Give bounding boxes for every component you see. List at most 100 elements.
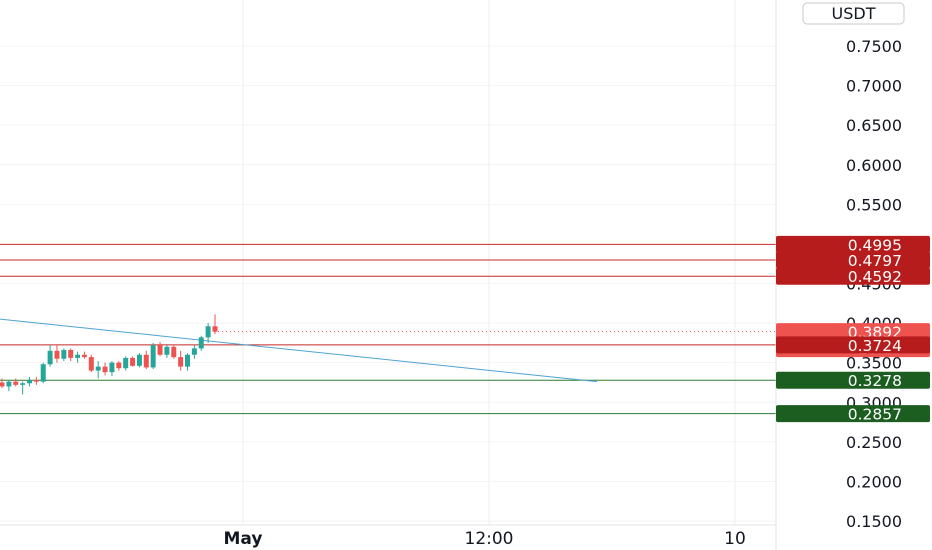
candle-body: [116, 362, 122, 369]
candle-body: [68, 350, 74, 358]
candle-body: [26, 380, 32, 384]
candle-bullish: [150, 342, 156, 369]
price-badge: 0.2857: [776, 405, 930, 424]
candle-body: [143, 354, 149, 368]
candle-bearish: [33, 376, 39, 385]
price-badges: 0.49950.47970.45920.37240.32780.28570.38…: [776, 235, 930, 424]
candle-bullish: [61, 348, 67, 362]
currency-button[interactable]: USDT: [802, 2, 905, 25]
price-badge-background: [776, 371, 930, 389]
price-badge-label: 0.4592: [848, 268, 902, 286]
candle-body: [157, 345, 163, 355]
candle-body: [88, 357, 94, 371]
candle-body: [164, 346, 170, 355]
price-tick-label: 0.2000: [846, 472, 902, 491]
candle-bullish: [26, 376, 32, 387]
candle-body: [0, 382, 5, 387]
candle-body: [75, 354, 81, 358]
candle-bullish: [205, 323, 211, 343]
price-badge-background: [776, 405, 930, 423]
candle-body: [130, 357, 136, 366]
candle-body: [136, 354, 142, 366]
candle-bearish: [130, 356, 136, 367]
candle-bearish: [143, 350, 149, 369]
time-tick-label: May: [224, 529, 263, 549]
candle-body: [178, 357, 184, 367]
price-tick-label: 0.3500: [846, 354, 902, 373]
candle-bullish: [6, 380, 12, 392]
candle-bearish: [81, 351, 87, 359]
price-tick-label: 0.5500: [846, 195, 902, 214]
price-badge-label: 0.4995: [848, 236, 902, 254]
price-badge: 0.4592: [776, 267, 930, 286]
candle-bullish: [198, 335, 204, 351]
candle-bearish: [54, 345, 60, 363]
candle-bearish: [178, 350, 184, 371]
candle-body: [33, 380, 39, 382]
candle-body: [61, 350, 67, 359]
time-axis[interactable]: May 12:00 10: [224, 529, 746, 549]
price-badge-background: [776, 235, 930, 253]
candle-bearish: [157, 342, 163, 357]
candle-body: [54, 350, 60, 359]
candle-bullish: [185, 353, 191, 371]
candle-series: [0, 314, 218, 395]
candle-bullish: [123, 356, 129, 371]
candle-bearish: [68, 348, 74, 362]
candle-body: [20, 383, 26, 385]
candle-body: [212, 326, 218, 332]
price-tick-label: 0.6500: [846, 116, 902, 135]
candle-bearish: [0, 378, 5, 388]
candle-body: [191, 348, 197, 355]
price-badge: 0.4797: [776, 251, 930, 270]
candle-body: [95, 366, 101, 371]
price-badge-label: 0.3278: [848, 372, 902, 390]
candle-bearish: [102, 362, 108, 376]
price-badge-background: [776, 267, 930, 285]
candle-body: [185, 354, 191, 367]
price-badge-label: 0.3724: [848, 337, 902, 355]
price-badge: 0.3724: [776, 336, 930, 355]
time-tick-label: 12:00: [465, 529, 514, 549]
trendline[interactable]: [0, 318, 598, 383]
candle-body: [6, 381, 12, 387]
candle-bullish: [47, 345, 53, 367]
trendline-group[interactable]: [0, 318, 598, 383]
candle-body: [171, 346, 177, 358]
price-badge-background: [776, 251, 930, 269]
candle-body: [102, 366, 108, 373]
price-badge: 0.3278: [776, 371, 930, 390]
candle-bullish: [164, 345, 170, 358]
candle-bullish: [20, 381, 26, 395]
price-tick-label: 0.7500: [846, 37, 902, 56]
candle-body: [123, 357, 129, 369]
candle-bearish: [212, 314, 218, 335]
price-tick-label: 0.6000: [846, 156, 902, 175]
price-badge-label: 0.4797: [848, 252, 902, 270]
price-badge-background: [776, 336, 930, 354]
candle-body: [13, 381, 19, 385]
currency-label: USDT: [832, 4, 876, 23]
candle-body: [198, 337, 204, 349]
candle-bullish: [75, 351, 81, 363]
candle-body: [205, 326, 211, 338]
price-badge-label: 0.2857: [848, 406, 902, 424]
candle-bearish: [116, 361, 122, 371]
candle-bullish: [40, 362, 46, 384]
candle-body: [40, 364, 46, 382]
candle-bullish: [136, 353, 142, 368]
candle-body: [47, 350, 53, 365]
time-tick-label: 10: [724, 529, 746, 549]
price-tick-label: 0.7000: [846, 77, 902, 96]
candle-bullish: [191, 345, 197, 359]
horizontal-level-lines[interactable]: [0, 243, 776, 415]
candle-body: [109, 362, 115, 373]
chart-grid: [0, 0, 776, 525]
candle-bearish: [88, 354, 94, 373]
candle-bullish: [95, 361, 101, 379]
price-tick-label: 0.2500: [846, 433, 902, 452]
candle-body: [81, 354, 87, 358]
candle-body: [150, 345, 156, 368]
candle-bullish: [109, 361, 115, 377]
